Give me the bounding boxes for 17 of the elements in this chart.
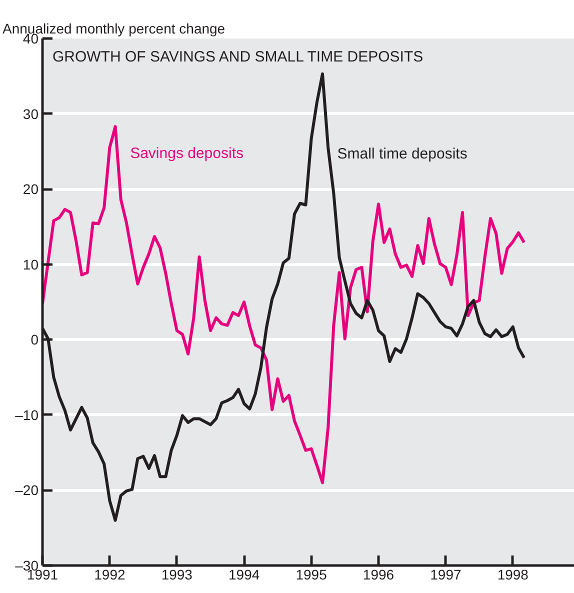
y-tick-label: –20 bbox=[15, 482, 39, 498]
x-tick-label: 1998 bbox=[497, 566, 529, 582]
text: GROWTH OF SAVINGS AND SMALL TIME DEPOSITS bbox=[52, 48, 424, 66]
y-tick-label: 30 bbox=[22, 106, 39, 122]
x-tick-label: 1994 bbox=[228, 566, 260, 582]
y-tick-label: 10 bbox=[22, 256, 39, 272]
line-series bbox=[42, 125, 526, 484]
series-label: Small time deposits bbox=[337, 145, 468, 162]
y-tick-label: 0 bbox=[30, 332, 39, 348]
x-tick-label: 1995 bbox=[296, 566, 328, 582]
x-tick-label: 1993 bbox=[161, 566, 193, 582]
y-tick-label: –10 bbox=[15, 406, 39, 423]
x-tick-label: 1996 bbox=[362, 566, 394, 582]
series-label: Savings deposits bbox=[130, 145, 244, 162]
y-tick-label: 20 bbox=[22, 181, 39, 198]
x-tick-label: 1997 bbox=[430, 566, 462, 582]
x-tick-label: 1992 bbox=[94, 566, 126, 582]
